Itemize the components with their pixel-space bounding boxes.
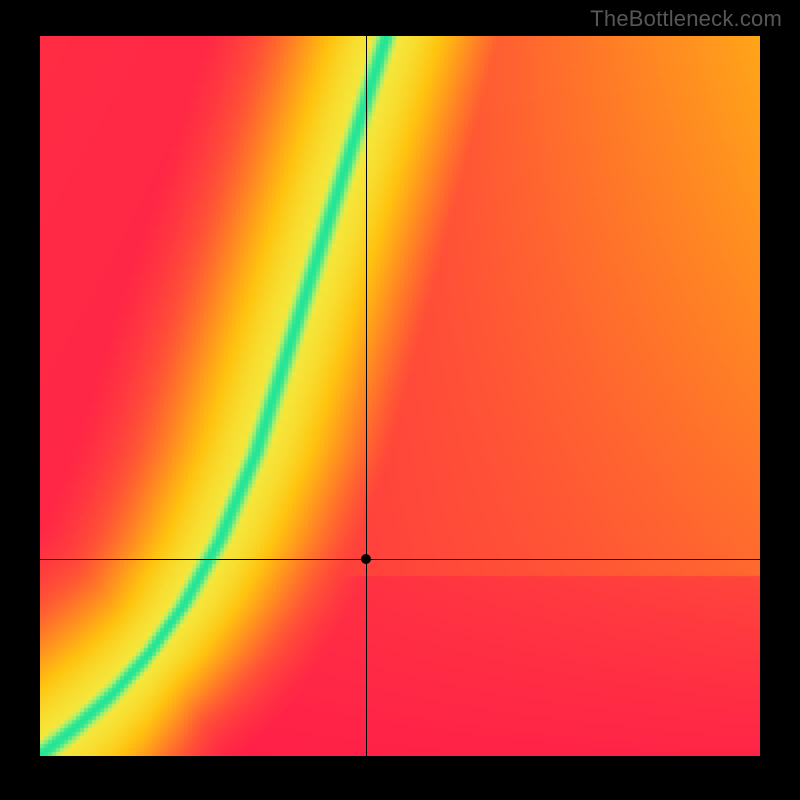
crosshair-vertical <box>366 36 367 756</box>
crosshair-marker[interactable] <box>361 554 371 564</box>
heatmap-canvas <box>40 36 760 756</box>
watermark-text: TheBottleneck.com <box>590 6 782 32</box>
heatmap-plot <box>40 36 760 756</box>
crosshair-horizontal <box>40 559 760 560</box>
